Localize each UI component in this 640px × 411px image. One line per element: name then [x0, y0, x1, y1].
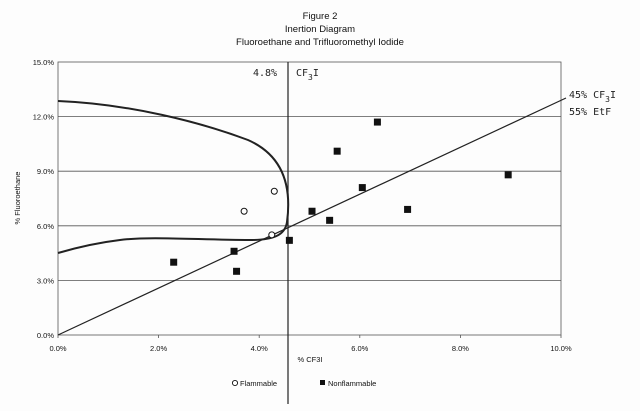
- figure-title-3: Fluoroethane and Trifluoromethyl Iodide: [236, 37, 404, 48]
- legend: Flammable Nonflammable: [231, 379, 376, 388]
- y-axis-label: % Fluoroethane: [13, 172, 22, 225]
- figure-title-2: Inertion Diagram: [284, 24, 356, 35]
- x-tick-label: 8.0%: [452, 344, 469, 353]
- x-tick-label: 2.0%: [150, 344, 167, 353]
- nonflammable-point: [308, 207, 316, 215]
- limit-label: 4.8%: [253, 68, 277, 79]
- stoich-label-2: 55% EtF: [569, 107, 611, 118]
- nonflammable-point: [233, 267, 241, 275]
- y-tick-label: 6.0%: [37, 222, 54, 231]
- limit-formula: CF3I: [296, 68, 319, 82]
- stoich-label-1: 45% CF3I: [569, 90, 616, 104]
- nonflammable-point: [170, 258, 178, 266]
- nonflammable-point: [333, 147, 341, 155]
- x-tick-label: 6.0%: [351, 344, 368, 353]
- nonflammable-point: [504, 171, 512, 179]
- nonflammable-point: [404, 205, 412, 213]
- legend-flammable-marker: [231, 379, 239, 387]
- flammable-point: [268, 231, 276, 239]
- nonflammable-point: [358, 184, 366, 192]
- y-tick-label: 12.0%: [33, 113, 55, 122]
- x-tick-label: 0.0%: [49, 344, 66, 353]
- y-tick-label: 9.0%: [37, 167, 54, 176]
- x-tick-label: 4.0%: [251, 344, 268, 353]
- x-tick-label: 10.0%: [550, 344, 572, 353]
- x-axis-label: % CF3I: [297, 355, 322, 364]
- flammable-point: [270, 187, 278, 195]
- y-tick-label: 3.0%: [37, 276, 54, 285]
- flammability-envelope-curve: [57, 100, 290, 254]
- plot-frame: [57, 61, 562, 336]
- legend-nonflammable-marker: [320, 380, 325, 385]
- nonflammable-point: [230, 247, 238, 255]
- nonflammable-point: [285, 236, 293, 244]
- nonflammable-point: [373, 118, 381, 126]
- legend-nonflammable-label: Nonflammable: [328, 379, 376, 388]
- stoichiometric-line: [57, 97, 567, 336]
- y-tick-label: 0.0%: [37, 331, 54, 340]
- figure-title-1: Figure 2: [302, 11, 338, 22]
- nonflammable-point: [326, 216, 334, 224]
- flammable-point: [240, 207, 248, 215]
- legend-flammable-label: Flammable: [240, 379, 277, 388]
- y-tick-label: 15.0%: [33, 58, 55, 67]
